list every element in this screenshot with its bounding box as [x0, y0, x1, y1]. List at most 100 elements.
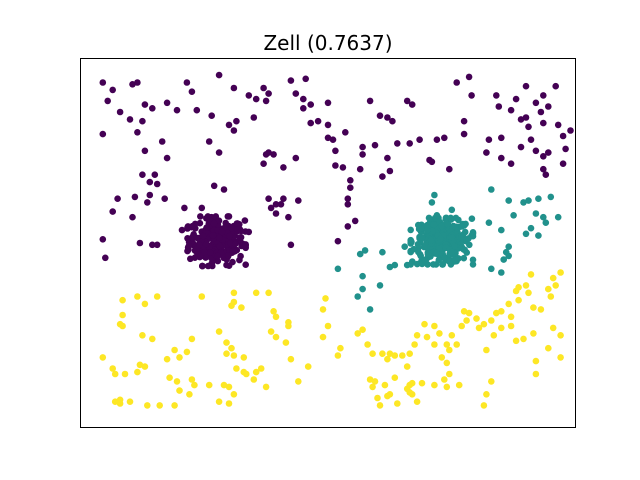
- data-point-series-2: [359, 326, 366, 334]
- data-point-series-0: [359, 151, 366, 158]
- data-point-series-0: [527, 136, 535, 143]
- data-point-series-0: [307, 119, 315, 127]
- data-point-series-2: [337, 344, 344, 352]
- data-point-series-2: [493, 309, 500, 317]
- data-point-series-2: [295, 378, 302, 385]
- data-point-series-0: [193, 106, 201, 114]
- data-point-series-0: [540, 165, 547, 173]
- data-point-series-0: [229, 248, 236, 255]
- data-point-series-2: [225, 400, 233, 407]
- data-point-series-0: [562, 145, 569, 153]
- data-point-series-1: [407, 236, 415, 244]
- data-point-series-0: [233, 117, 240, 125]
- data-point-series-0: [292, 154, 300, 162]
- data-point-series-0: [237, 227, 245, 235]
- data-point-series-0: [225, 262, 233, 270]
- data-point-series-0: [339, 164, 347, 171]
- plot-frame: [80, 58, 576, 428]
- data-point-series-0: [324, 99, 332, 107]
- data-point-series-0: [181, 204, 188, 212]
- data-point-series-0: [493, 92, 500, 99]
- data-point-series-2: [552, 282, 559, 289]
- data-point-series-0: [104, 97, 111, 105]
- data-point-series-0: [131, 193, 139, 201]
- data-point-series-1: [447, 214, 455, 222]
- data-point-series-2: [99, 354, 107, 361]
- data-point-series-2: [364, 341, 371, 348]
- data-point-series-1: [421, 256, 428, 264]
- data-point-series-0: [158, 138, 166, 145]
- data-point-series-0: [134, 129, 141, 136]
- data-point-series-2: [391, 374, 399, 382]
- data-point-series-0: [324, 134, 332, 142]
- data-point-series-2: [448, 332, 456, 339]
- data-point-series-2: [334, 352, 342, 359]
- data-point-series-0: [141, 147, 149, 155]
- data-point-series-1: [535, 232, 542, 239]
- data-point-series-0: [384, 114, 391, 121]
- data-point-series-0: [522, 82, 530, 90]
- data-point-series-2: [287, 355, 295, 363]
- data-point-series-2: [252, 289, 260, 297]
- data-point-series-0: [149, 241, 156, 249]
- data-point-series-0: [114, 195, 121, 202]
- data-point-series-0: [161, 195, 168, 202]
- data-point-series-2: [498, 308, 505, 315]
- data-point-series-1: [359, 272, 366, 280]
- data-point-series-0: [139, 117, 146, 125]
- data-point-series-1: [428, 199, 436, 206]
- data-point-series-0: [453, 79, 461, 86]
- data-point-series-0: [136, 239, 144, 247]
- data-point-series-0: [465, 73, 473, 81]
- data-point-series-0: [214, 257, 222, 265]
- data-point-series-0: [329, 136, 337, 143]
- data-point-series-0: [512, 95, 520, 103]
- data-point-series-0: [344, 201, 352, 208]
- data-point-series-0: [215, 149, 223, 156]
- data-point-series-2: [384, 355, 391, 363]
- data-point-series-2: [475, 324, 483, 332]
- data-point-series-0: [144, 199, 151, 206]
- data-point-series-0: [517, 116, 525, 123]
- data-point-series-0: [262, 151, 270, 158]
- data-point-series-2: [374, 394, 381, 402]
- data-point-series-0: [242, 261, 249, 269]
- data-point-series-0: [228, 224, 235, 232]
- data-point-series-2: [285, 319, 292, 326]
- data-point-series-2: [441, 376, 448, 383]
- data-point-series-2: [240, 368, 248, 376]
- data-point-series-1: [428, 227, 436, 235]
- data-point-series-0: [252, 95, 260, 103]
- data-point-series-2: [530, 304, 537, 311]
- data-point-series-0: [342, 129, 349, 136]
- data-point-series-0: [277, 201, 285, 208]
- data-point-series-2: [443, 383, 451, 391]
- data-point-series-0: [344, 223, 352, 230]
- data-point-series-2: [205, 381, 213, 389]
- data-point-series-2: [532, 357, 540, 365]
- data-point-series-0: [236, 234, 243, 241]
- data-point-series-2: [215, 328, 223, 335]
- data-point-series-1: [407, 226, 415, 234]
- data-point-series-2: [446, 346, 453, 354]
- data-point-series-2: [413, 332, 421, 339]
- data-point-series-2: [176, 387, 183, 394]
- data-point-series-0: [554, 121, 562, 129]
- data-point-series-2: [282, 339, 290, 346]
- data-point-series-0: [199, 262, 206, 270]
- data-point-series-1: [424, 251, 432, 258]
- data-point-series-0: [201, 249, 208, 256]
- data-point-series-0: [540, 153, 547, 160]
- data-point-series-1: [423, 227, 431, 234]
- data-point-series-0: [204, 262, 212, 270]
- data-point-series-2: [136, 361, 144, 369]
- data-point-series-0: [225, 121, 233, 129]
- data-point-series-2: [176, 354, 183, 361]
- data-point-series-0: [433, 136, 441, 143]
- data-point-series-1: [532, 210, 540, 217]
- data-point-series-0: [302, 75, 310, 83]
- data-point-series-0: [545, 149, 552, 156]
- data-point-series-1: [505, 243, 512, 250]
- data-point-series-0: [208, 112, 215, 119]
- data-point-series-2: [319, 333, 327, 341]
